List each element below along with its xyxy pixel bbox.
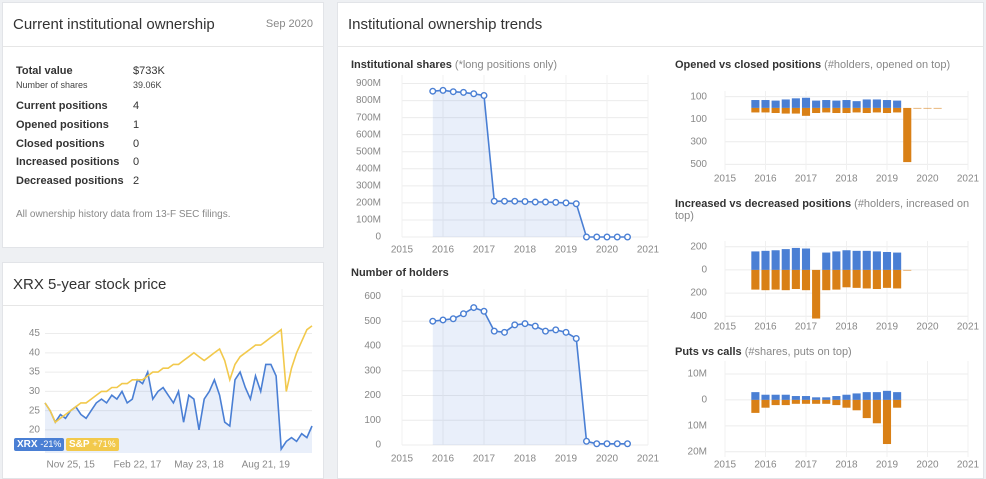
card-header: Institutional ownership trends — [338, 3, 983, 47]
stat-value: 39.06K — [133, 80, 162, 90]
title-text: Increased vs decreased positions — [675, 198, 852, 210]
card-title: XRX 5-year stock price — [13, 276, 167, 293]
legend-name: S&P — [69, 439, 90, 450]
stat-row: Increased positions 0 — [16, 156, 139, 168]
card-date: Sep 2020 — [265, 18, 313, 30]
card-title: Current institutional ownership — [13, 16, 215, 33]
trends-card: Institutional ownership trends — [337, 2, 984, 479]
chart-title: Number of holders — [351, 267, 651, 279]
stat-value: 4 — [133, 100, 140, 112]
stat-value: 0 — [133, 156, 140, 168]
legend-change: +71% — [92, 439, 116, 449]
title-text: Institutional shares — [351, 59, 452, 71]
stat-label: Current positions — [16, 100, 108, 112]
subtitle: (#holders, opened on top) — [824, 59, 951, 71]
note: All ownership history data from 13-F SEC… — [16, 209, 231, 220]
stat-label: Decreased positions — [16, 175, 124, 187]
title-text: Opened vs closed positions — [675, 59, 822, 71]
stat-row: Closed positions 0 — [16, 138, 139, 150]
stat-value: 0 — [133, 138, 140, 150]
stat-row: Number of shares 39.06K — [16, 80, 162, 90]
stat-row: Current positions 4 — [16, 100, 139, 112]
ownership-card: Current institutional ownership Sep 2020… — [2, 2, 324, 248]
legend-change: -21% — [40, 439, 62, 449]
subtitle: (#holders, increased on top) — [675, 198, 970, 222]
title-text: Puts vs calls — [675, 346, 742, 358]
stat-label: Increased positions — [16, 156, 120, 168]
stat-row: Decreased positions 2 — [16, 175, 139, 187]
stat-row: Total value $733K — [16, 65, 165, 77]
legend-badge: XRX -21% — [14, 438, 65, 451]
stat-value: 1 — [133, 119, 140, 131]
stat-value: 2 — [133, 175, 140, 187]
chart-title: Puts vs calls (#shares, puts on top) — [675, 346, 975, 358]
chart-title: Opened vs closed positions (#holders, op… — [675, 59, 975, 71]
card-header: Current institutional ownership Sep 2020 — [3, 3, 323, 47]
stat-value: $733K — [133, 65, 165, 77]
subtitle: (#shares, puts on top) — [744, 346, 852, 358]
stat-label: Total value — [16, 65, 73, 77]
legend-name: XRX — [17, 439, 38, 450]
subtitle: (*long positions only) — [454, 59, 558, 71]
card-title: Institutional ownership trends — [348, 16, 543, 33]
chart-title: Institutional shares (*long positions on… — [351, 59, 651, 71]
chart-title: Increased vs decreased positions (#holde… — [675, 198, 975, 222]
stat-label: Opened positions — [16, 119, 109, 131]
stat-label: Closed positions — [16, 138, 105, 150]
stat-label: Number of shares — [16, 80, 88, 90]
card-header: XRX 5-year stock price — [3, 263, 323, 306]
stat-row: Opened positions 1 — [16, 119, 139, 131]
title-text: Number of holders — [351, 267, 449, 279]
legend-badge: S&P +71% — [66, 438, 119, 451]
